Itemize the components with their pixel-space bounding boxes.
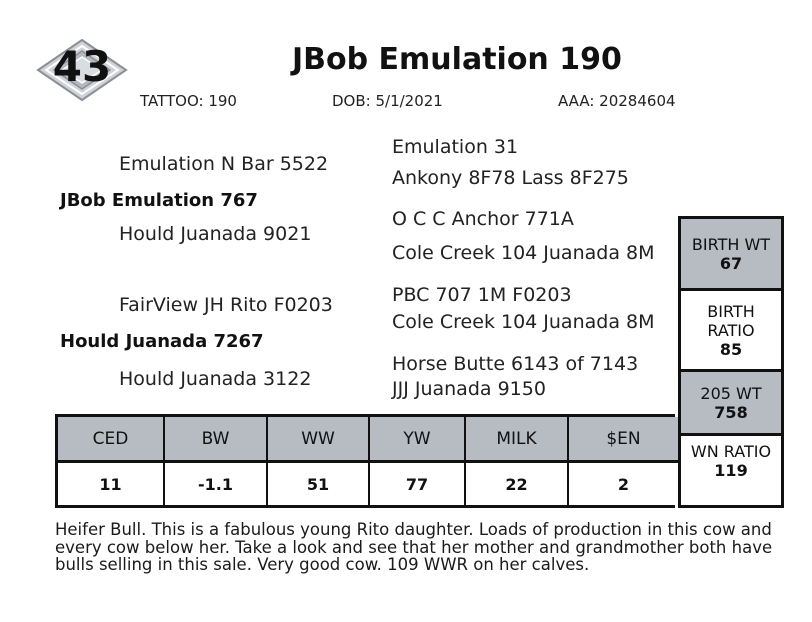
ggp-6: Cole Creek 104 Juanada 8M [392,311,655,333]
epd-header-ww: WW [268,417,370,463]
sire: JBob Emulation 767 [60,190,258,211]
wn-ratio-value: 119 [714,461,748,480]
epd-value-ced: 11 [58,463,165,505]
birth-ratio-value: 85 [719,339,743,359]
animal-name: JBob Emulation 190 [292,42,622,77]
sire-sire: Emulation N Bar 5522 [119,153,329,175]
aaa-number: AAA: 20284604 [558,92,676,110]
birth-wt-value: 67 [719,253,743,273]
lot-badge-diamond-icon [36,38,128,102]
epd-header-yw: YW [370,417,466,463]
epd-header-en: $EN [569,417,678,463]
ggp-5: PBC 707 1M F0203 [392,284,572,306]
ggp-1: Emulation 31 [392,136,519,158]
dam: Hould Juanada 7267 [60,331,264,352]
epd-value-en: 2 [569,463,678,505]
epd-value-ww: 51 [268,463,370,505]
tattoo-info: TATTOO: 190 [140,92,237,110]
ggp-2: Ankony 8F78 Lass 8F275 [392,167,629,189]
wt205-label: 205 WT [700,383,762,403]
epd-header-bw: BW [165,417,268,463]
ggp-4: Cole Creek 104 Juanada 8M [392,242,655,264]
lot-number: 43 [52,42,112,91]
sire-dam: Hould Juanada 9021 [119,223,312,245]
ggp-8: JJJ Juanada 9150 [392,378,546,400]
birth-ratio-cell: BIRTH RATIO 85 [681,291,781,372]
epd-value-milk: 22 [466,463,569,505]
birth-ratio-label-2: RATIO [707,320,755,340]
ggp-3: O C C Anchor 771A [392,208,574,230]
dam-sire: FairView JH Rito F0203 [119,294,333,316]
epd-header-ced: CED [58,417,165,463]
wn-ratio-label: WN RATIO [690,442,772,461]
dob-info: DOB: 5/1/2021 [332,92,443,110]
birth-wt-label: BIRTH WT [691,234,771,254]
wn-ratio-cell: WN RATIO 119 [681,436,781,488]
epd-header-milk: MILK [466,417,569,463]
lot-description: Heifer Bull. This is a fabulous young Ri… [55,520,773,574]
dam-dam: Hould Juanada 3122 [119,368,312,390]
wt205-cell: 205 WT 758 [681,372,781,436]
birth-ratio-label-1: BIRTH [707,301,755,321]
birth-wt-cell: BIRTH WT 67 [681,219,781,291]
wt205-value: 758 [714,402,748,422]
epd-value-yw: 77 [370,463,466,505]
epd-table: CED BW WW YW MILK $EN 11 -1.1 51 77 22 2 [55,414,678,508]
ggp-7: Horse Butte 6143 of 7143 [392,353,639,375]
epd-value-bw: -1.1 [165,463,268,505]
performance-stats: BIRTH WT 67 BIRTH RATIO 85 205 WT 758 WN… [678,216,784,508]
